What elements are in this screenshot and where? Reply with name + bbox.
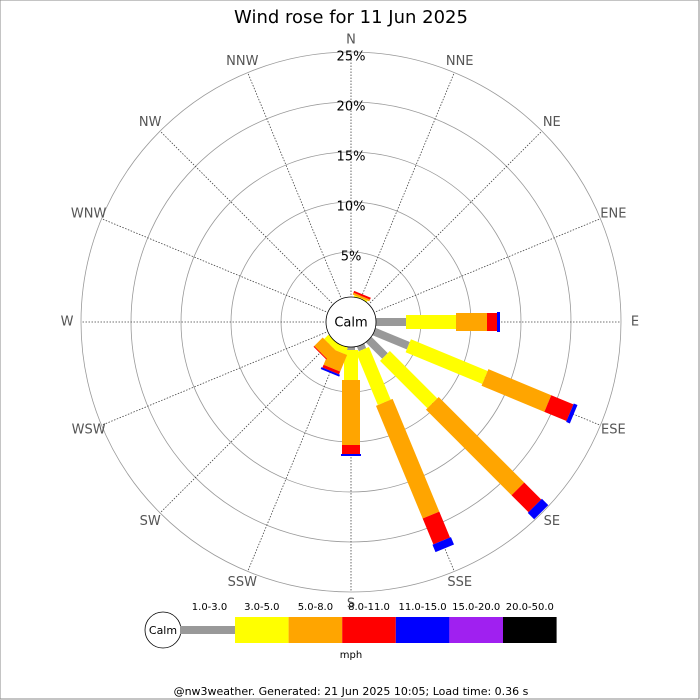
direction-label: WSW xyxy=(72,422,106,437)
calm-label: Calm xyxy=(334,316,367,331)
chart-title: Wind rose for 11 Jun 2025 xyxy=(234,7,468,28)
ring xyxy=(180,151,522,493)
direction-label: NW xyxy=(139,115,162,130)
r-tick-label: 5% xyxy=(341,250,362,265)
legend-swatch xyxy=(342,617,396,643)
legend-label: 5.0-8.0 xyxy=(298,602,333,613)
direction-label: NE xyxy=(543,115,561,130)
spoke xyxy=(350,72,455,323)
spoke xyxy=(159,130,352,323)
sector xyxy=(354,338,454,553)
bar-segment xyxy=(432,537,454,553)
bar-segment xyxy=(511,482,542,513)
legend-label: 15.0-20.0 xyxy=(452,602,500,613)
sector xyxy=(371,312,500,332)
sector xyxy=(367,325,578,424)
calm-circle xyxy=(325,296,377,348)
bar-segment xyxy=(406,315,456,329)
bar-segment xyxy=(322,364,341,375)
bar-segment xyxy=(352,292,371,302)
r-tick-label: 25% xyxy=(337,50,366,65)
spoke xyxy=(101,218,352,323)
bar-segment xyxy=(497,312,500,332)
bar-segment xyxy=(371,318,406,326)
bar-segment xyxy=(379,350,438,409)
bar-segment xyxy=(375,398,440,519)
direction-label: W xyxy=(61,315,74,330)
direction-label: SSE xyxy=(447,575,472,590)
bar-segment xyxy=(313,346,327,360)
bar-segment xyxy=(356,347,391,406)
bar-segment xyxy=(527,498,549,520)
bar-segment xyxy=(314,337,336,359)
legend-label: 8.0-11.0 xyxy=(348,602,390,613)
legend: Calm mph 1.0-3.0 3.0-5.0 5.0-8.0 8.0-11.0 11… xyxy=(144,602,557,661)
spoke xyxy=(247,72,352,323)
direction-label: N xyxy=(346,33,356,48)
spoke xyxy=(350,130,543,323)
direction-label: NNE xyxy=(446,54,474,69)
bar-segment xyxy=(544,395,574,422)
bar-segment xyxy=(342,380,360,445)
legend-calm-label: Calm xyxy=(149,624,177,637)
bar-segment xyxy=(353,290,371,300)
legend-label: 3.0-5.0 xyxy=(244,602,279,613)
direction-label: ENE xyxy=(600,207,626,222)
legend-label: 20.0-50.0 xyxy=(506,602,554,613)
bar-segment xyxy=(405,339,488,384)
ring xyxy=(80,51,622,593)
bar-segment xyxy=(320,367,340,377)
direction-label: SSW xyxy=(228,575,258,590)
bar-segment xyxy=(344,350,358,380)
bar-segment xyxy=(342,445,360,454)
bar-segment xyxy=(367,325,410,350)
direction-label: S xyxy=(347,597,355,612)
r-tick-label: 10% xyxy=(337,200,366,215)
bar-segment xyxy=(456,313,487,331)
bar-segment xyxy=(487,313,497,331)
bar-segment xyxy=(481,369,552,412)
legend-swatch xyxy=(503,617,557,643)
direction-label: ESE xyxy=(601,422,626,437)
legend-swatch xyxy=(180,626,235,634)
r-tick-label: 15% xyxy=(337,150,366,165)
direction-label: SE xyxy=(544,514,560,529)
footer: @nw3weather. Generated: 21 Jun 2025 10:0… xyxy=(174,685,529,698)
spoke xyxy=(159,321,352,514)
legend-swatch xyxy=(288,617,343,643)
legend-swatch xyxy=(395,617,450,643)
legend-swatch xyxy=(235,617,289,643)
bar-segment xyxy=(341,454,361,456)
bar-segment xyxy=(566,403,578,424)
direction-label: E xyxy=(631,315,639,330)
legend-label: 11.0-15.0 xyxy=(399,602,447,613)
units-label: mph xyxy=(340,650,362,661)
legend-label: 1.0-3.0 xyxy=(192,602,227,613)
spoke xyxy=(101,321,352,426)
direction-label: NNW xyxy=(226,54,258,69)
spoke xyxy=(350,218,601,323)
bar-segment xyxy=(422,511,451,545)
r-tick-label: 20% xyxy=(337,100,366,115)
direction-label: WNW xyxy=(71,207,107,222)
legend-swatch xyxy=(449,617,503,643)
bar-segment xyxy=(425,396,525,496)
direction-label: SW xyxy=(140,514,161,529)
bar-segment xyxy=(324,334,339,349)
